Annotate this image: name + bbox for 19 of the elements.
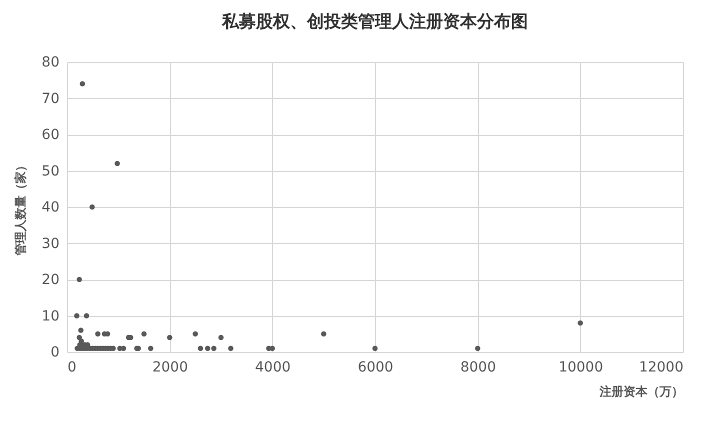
x-tick-label: 4000 [255, 360, 291, 376]
x-tick-label: 6000 [358, 360, 394, 376]
chart-title: 私募股权、创投类管理人注册资本分布图 [221, 12, 528, 32]
x-tick-label: 8000 [460, 360, 496, 376]
y-tick-label: 50 [42, 163, 60, 180]
y-tick-label: 60 [42, 127, 60, 143]
y-tick-label: 80 [42, 54, 60, 70]
x-tick-label: 2000 [152, 360, 188, 376]
y-tick-label: 20 [42, 272, 60, 288]
y-tick-label: 70 [42, 90, 60, 107]
x-axis-title: 注册资本（万） [598, 384, 684, 398]
y-axis-title: 管理人数量（家） [14, 160, 28, 256]
x-tick-label: 10000 [558, 360, 604, 376]
y-tick-label: 30 [42, 236, 60, 252]
x-tick-label: 12000 [638, 360, 684, 376]
y-tick-label: 40 [42, 200, 60, 216]
x-tick-label: 0 [68, 360, 76, 376]
y-tick-label: 10 [42, 308, 60, 324]
y-tick-label: 0 [50, 344, 60, 360]
